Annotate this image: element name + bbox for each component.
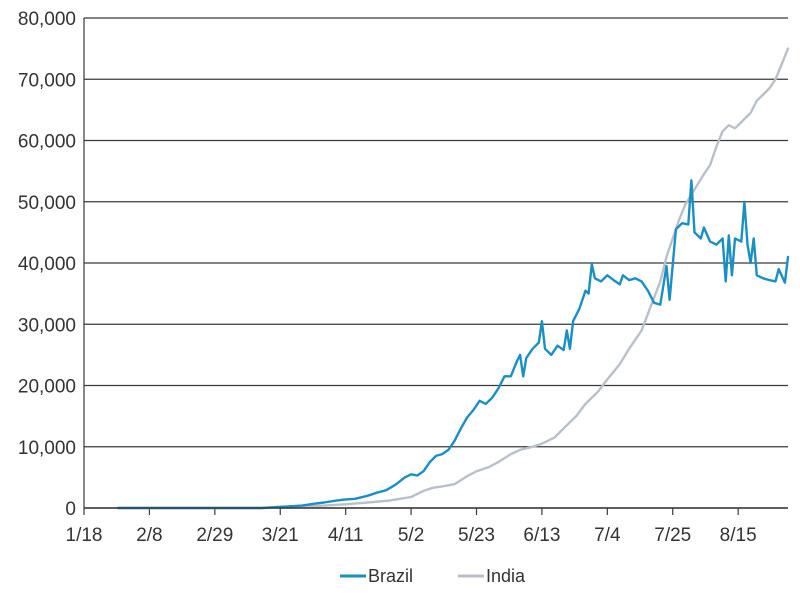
x-tick-label: 1/18 bbox=[66, 525, 103, 546]
x-axis-ticks: 1/18 2/8 2/29 3/21 4/11 5/2 5/23 6/13 7/4 7/25 8/1… bbox=[66, 508, 757, 546]
plot-frame bbox=[83, 18, 788, 509]
y-tick-label: 80,000 bbox=[18, 9, 76, 30]
x-tick-label: 3/21 bbox=[262, 525, 299, 546]
series-lines bbox=[117, 47, 790, 510]
y-axis-tick-labels: 0 10,000 20,000 30,000 40,000 50,000 60,000 70,… bbox=[18, 9, 76, 520]
y-tick-label: 40,000 bbox=[18, 254, 76, 275]
legend-label-india: India bbox=[486, 566, 526, 586]
y-tick-label: 10,000 bbox=[18, 438, 76, 459]
x-tick-label: 7/25 bbox=[654, 525, 691, 546]
y-tick-label: 60,000 bbox=[18, 132, 76, 153]
series-line-brazil bbox=[117, 179, 790, 510]
y-tick-label: 30,000 bbox=[18, 315, 76, 336]
y-tick-label: 20,000 bbox=[18, 377, 76, 398]
x-tick-label: 5/23 bbox=[458, 525, 495, 546]
y-tick-label: 0 bbox=[65, 499, 76, 520]
x-tick-label: 6/13 bbox=[523, 525, 560, 546]
series-line-india bbox=[117, 47, 790, 510]
x-tick-label: 5/2 bbox=[398, 525, 424, 546]
legend: Brazil India bbox=[340, 566, 526, 586]
x-tick-label: 4/11 bbox=[328, 525, 364, 546]
y-tick-label: 50,000 bbox=[18, 193, 76, 214]
x-tick-label: 2/8 bbox=[136, 525, 162, 546]
y-tick-label: 70,000 bbox=[18, 70, 76, 91]
x-tick-label: 8/15 bbox=[720, 525, 757, 546]
x-tick-label: 2/29 bbox=[196, 525, 233, 546]
legend-label-brazil: Brazil bbox=[368, 566, 413, 586]
x-tick-label: 7/4 bbox=[594, 525, 621, 546]
y-gridlines bbox=[84, 17, 788, 509]
